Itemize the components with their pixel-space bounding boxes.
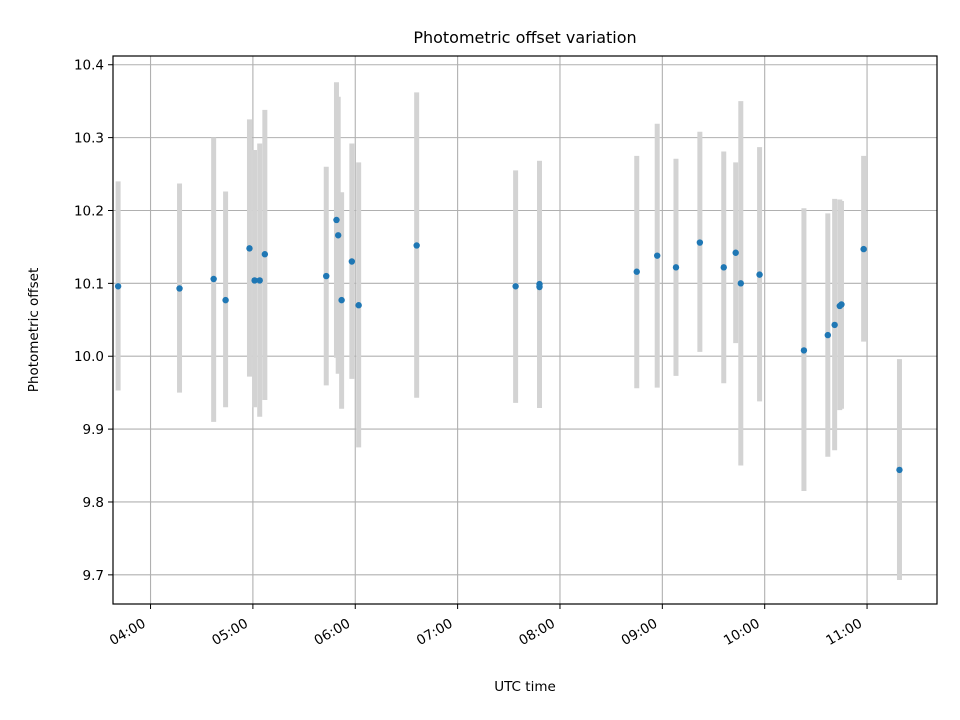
data-point bbox=[756, 271, 763, 278]
data-point bbox=[732, 249, 739, 256]
data-point bbox=[355, 302, 362, 309]
data-point bbox=[696, 239, 704, 246]
data-point bbox=[633, 268, 640, 275]
data-point bbox=[338, 296, 345, 304]
data-point bbox=[114, 283, 122, 290]
chart-title: Photometric offset variation bbox=[413, 28, 636, 47]
data-point bbox=[348, 258, 356, 265]
data-point bbox=[246, 245, 253, 252]
x-axis-label: UTC time bbox=[494, 679, 556, 695]
data-point bbox=[413, 242, 420, 249]
data-point bbox=[737, 280, 745, 287]
y-tick-label: 10.4 bbox=[74, 58, 104, 74]
data-point bbox=[896, 466, 903, 474]
data-point bbox=[256, 277, 263, 284]
y-axis-label: Photometric offset bbox=[26, 268, 42, 392]
y-tick-label: 9.8 bbox=[83, 495, 104, 511]
data-point bbox=[210, 275, 217, 283]
y-axis-ticks: 9.7 9.8 9.9 10.0 10.1 10.2 10.3 10.4 bbox=[74, 58, 113, 584]
data-point bbox=[333, 216, 340, 224]
data-point bbox=[222, 296, 229, 304]
data-point bbox=[838, 301, 845, 308]
data-point bbox=[323, 272, 330, 280]
data-point bbox=[251, 277, 258, 284]
data-point bbox=[536, 283, 543, 291]
data-point bbox=[261, 251, 269, 258]
data-point bbox=[831, 321, 838, 329]
data-point bbox=[720, 264, 727, 271]
y-tick-label: 10.0 bbox=[74, 349, 104, 365]
data-point bbox=[176, 285, 183, 292]
data-points bbox=[114, 216, 903, 474]
y-tick-label: 9.7 bbox=[83, 568, 104, 584]
data-point bbox=[800, 347, 808, 354]
y-tick-label: 10.1 bbox=[74, 276, 104, 292]
data-point bbox=[860, 245, 867, 253]
data-point bbox=[512, 283, 519, 290]
data-point bbox=[824, 331, 832, 339]
data-point bbox=[334, 232, 342, 239]
y-tick-label: 10.2 bbox=[74, 203, 104, 219]
axes-frame bbox=[112, 55, 938, 605]
y-tick-label: 10.3 bbox=[74, 131, 104, 147]
data-point bbox=[654, 252, 661, 259]
data-point bbox=[672, 264, 680, 271]
y-tick-label: 9.9 bbox=[83, 422, 104, 438]
